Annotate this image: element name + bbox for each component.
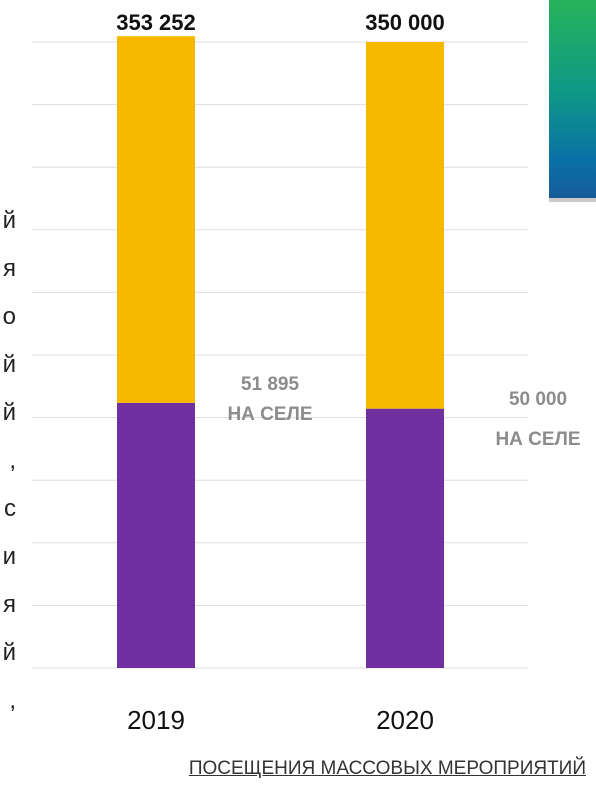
edge-glyph: с <box>4 495 16 522</box>
bar-segment-2020-0 <box>366 42 444 409</box>
bars <box>117 36 444 668</box>
rural-value-2019: 51 895 <box>241 374 300 395</box>
chart-caption: ПОСЕЩЕНИЯ МАССОВЫХ МЕРОПРИЯТИЙ <box>188 758 586 779</box>
tick-label-2019: 2019 <box>127 705 185 735</box>
rural-text-2020: НА СЕЛЕ <box>495 429 580 450</box>
edge-glyph: й <box>2 639 16 666</box>
edge-glyph: й <box>2 351 16 378</box>
edge-glyph: й <box>2 399 16 426</box>
labels: 353 252 350 000 2019 2020 51 895 НА СЕЛЕ 50 00… <box>116 10 580 735</box>
total-label-2019: 353 252 <box>116 10 196 35</box>
rural-value-2020: 50 000 <box>509 389 567 410</box>
gridlines <box>32 41 528 669</box>
bar-segment-2019-1 <box>117 402 195 668</box>
bar-segment-2020-1 <box>366 408 444 668</box>
edge-glyph: , <box>9 687 16 714</box>
total-label-2020: 350 000 <box>365 10 445 35</box>
tick-label-2020: 2020 <box>376 705 434 735</box>
bar-segment-2019-0 <box>117 36 195 403</box>
edge-glyph: я <box>3 255 16 282</box>
edge-glyph: , <box>9 447 16 474</box>
rural-text-2019: НА СЕЛЕ <box>227 404 312 425</box>
edge-glyph: я <box>3 591 16 618</box>
edge-glyph: й <box>2 207 16 234</box>
decorative-gradient-block <box>549 0 596 202</box>
edge-glyph: о <box>2 303 16 330</box>
edge-glyph: и <box>2 543 16 570</box>
